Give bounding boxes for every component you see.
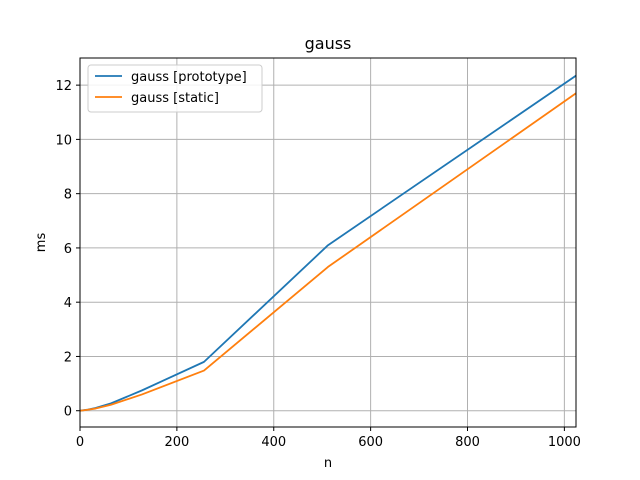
y-tick-label: 4 — [64, 296, 72, 311]
series-line-1 — [80, 92, 576, 412]
y-tick-label: 8 — [64, 188, 72, 203]
x-tick-label: 0 — [76, 435, 84, 450]
y-axis-ticks: 0 2 4 6 8 10 12 — [55, 79, 80, 420]
y-tick-label: 6 — [64, 242, 72, 257]
x-tick-label: 800 — [455, 435, 480, 450]
y-tick-label: 0 — [64, 405, 72, 420]
legend-entry-0: gauss [prototype] — [131, 70, 247, 85]
legend-box — [87, 64, 263, 113]
y-axis-label: ms — [34, 233, 49, 253]
x-axis-label: n — [324, 456, 332, 471]
legend: gauss [prototype] gauss [static] — [87, 64, 263, 113]
x-tick-label: 600 — [358, 435, 383, 450]
y-tick-label: 12 — [55, 79, 72, 94]
x-tick-label: 200 — [164, 435, 189, 450]
y-tick-label: 10 — [55, 133, 72, 148]
series-group — [80, 74, 576, 412]
x-axis-ticks: 0 200 400 600 800 1000 — [76, 427, 581, 450]
x-tick-label: 400 — [261, 435, 286, 450]
plot-frame — [79, 57, 577, 428]
chart-title: gauss — [305, 34, 352, 53]
y-tick-label: 2 — [64, 350, 72, 365]
x-tick-label: 1000 — [548, 435, 581, 450]
series-line-0 — [80, 74, 576, 412]
grid — [79, 58, 576, 427]
legend-entry-1: gauss [static] — [131, 91, 219, 106]
